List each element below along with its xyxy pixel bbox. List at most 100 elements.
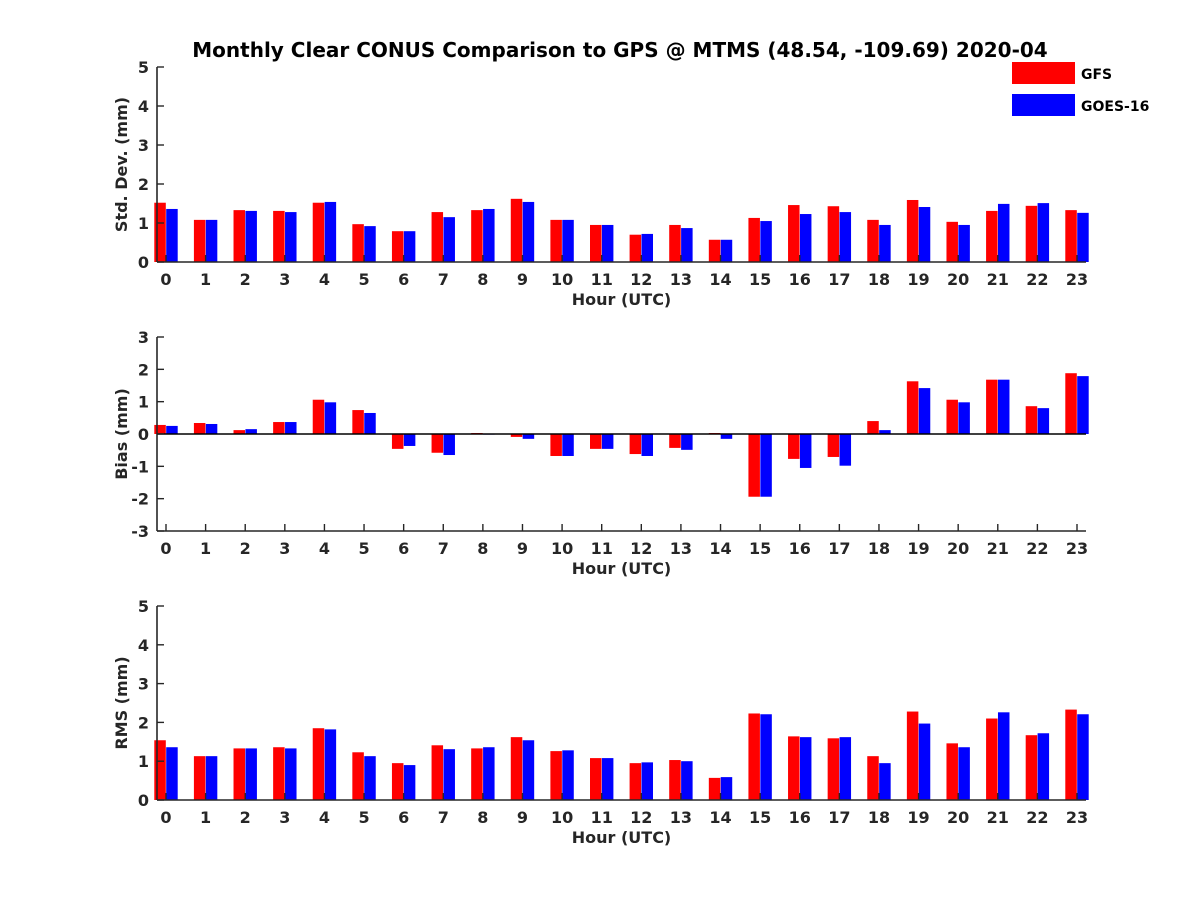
bar-goes-16-7 [443,217,455,262]
x-tick-label: 15 [749,808,771,827]
x-tick-label: 20 [947,270,969,289]
bar-goes-16-21 [997,712,1010,800]
bar-gfs-7 [431,212,444,262]
x-tick-label: 6 [398,270,409,289]
bar-gfs-12 [629,434,642,455]
bar-goes-16-15 [760,434,772,497]
x-tick-label: 23 [1066,270,1088,289]
x-tick-label: 1 [200,808,211,827]
bar-goes-16-3 [285,748,297,800]
bar-gfs-21 [986,718,998,800]
y-axis-label: RMS (mm) [112,656,131,749]
bar-gfs-10 [550,434,562,456]
bar-goes-16-12 [641,434,653,456]
x-axis-label: Hour (UTC) [572,828,672,847]
bar-goes-16-20 [958,402,970,434]
bar-goes-16-5 [364,226,376,262]
legend-label-goes-16: GOES-16 [1081,99,1149,115]
bar-goes-16-14 [720,434,733,439]
x-tick-label: 18 [868,539,890,558]
bar-goes-16-7 [443,749,455,800]
bar-goes-16-4 [324,729,337,800]
bar-goes-16-0 [166,425,178,434]
bar-gfs-5 [352,224,364,262]
x-tick-label: 9 [517,270,528,289]
bar-goes-16-16 [799,737,812,800]
bar-goes-16-8 [483,208,495,262]
bar-goes-16-2 [245,210,257,262]
bar-goes-16-0 [166,747,178,800]
bar-gfs-11 [590,434,602,449]
bar-gfs-9 [510,737,523,800]
x-tick-label: 5 [358,808,369,827]
bar-gfs-4 [312,728,325,800]
bar-goes-16-3 [285,422,297,434]
x-tick-label: 16 [789,539,811,558]
bar-gfs-0 [154,740,166,800]
x-tick-label: 18 [868,270,890,289]
x-tick-label: 19 [907,539,929,558]
bar-gfs-7 [431,745,444,800]
bar-goes-16-18 [879,763,891,800]
y-tick-label: -3 [131,522,149,541]
bar-gfs-18 [867,219,879,262]
y-tick-label: 1 [138,752,149,771]
bar-gfs-23 [1065,709,1077,800]
x-tick-label: 9 [517,539,528,558]
x-axis-label: Hour (UTC) [572,290,672,309]
bar-gfs-11 [590,758,602,800]
bar-goes-16-23 [1077,212,1089,262]
bar-goes-16-2 [245,429,257,434]
bar-gfs-10 [550,219,562,262]
bar-goes-16-17 [839,737,852,800]
bar-gfs-21 [986,210,998,262]
bar-gfs-3 [273,422,285,434]
x-tick-label: 11 [591,808,613,827]
bar-goes-16-14 [720,777,733,800]
legend-swatch-gfs [1012,62,1075,84]
bar-gfs-2 [233,210,246,262]
x-tick-label: 6 [398,808,409,827]
x-tick-label: 21 [987,270,1009,289]
x-tick-label: 11 [591,539,613,558]
x-tick-label: 2 [240,808,251,827]
bar-gfs-13 [669,760,681,800]
x-tick-label: 21 [987,539,1009,558]
x-tick-label: 12 [630,270,652,289]
x-tick-label: 12 [630,808,652,827]
bar-gfs-6 [391,231,404,262]
x-tick-label: 7 [438,270,449,289]
bar-gfs-18 [867,421,879,434]
bar-goes-16-16 [799,214,812,262]
bar-gfs-21 [986,379,998,434]
x-tick-label: 14 [709,539,731,558]
bar-gfs-8 [471,748,483,800]
bar-gfs-10 [550,751,562,800]
bar-goes-16-22 [1037,733,1050,800]
x-tick-label: 2 [240,270,251,289]
y-tick-label: 4 [138,97,149,116]
x-tick-label: 4 [319,808,330,827]
x-tick-label: 10 [551,539,573,558]
x-tick-label: 8 [477,270,488,289]
y-axis-label: Std. Dev. (mm) [112,97,131,232]
x-tick-label: 11 [591,270,613,289]
bar-gfs-16 [788,205,800,262]
bar-gfs-20 [946,743,958,800]
bar-gfs-5 [352,752,364,800]
bar-goes-16-7 [443,434,455,456]
bar-gfs-15 [748,217,760,262]
x-tick-label: 12 [630,539,652,558]
bar-goes-16-13 [681,761,693,800]
y-tick-label: 5 [138,58,149,77]
bar-goes-16-10 [562,219,574,262]
x-tick-label: 23 [1066,539,1088,558]
x-tick-label: 16 [789,270,811,289]
x-tick-label: 7 [438,808,449,827]
bar-goes-16-6 [403,231,416,262]
bar-goes-16-22 [1037,203,1050,262]
y-tick-label: 4 [138,636,149,655]
